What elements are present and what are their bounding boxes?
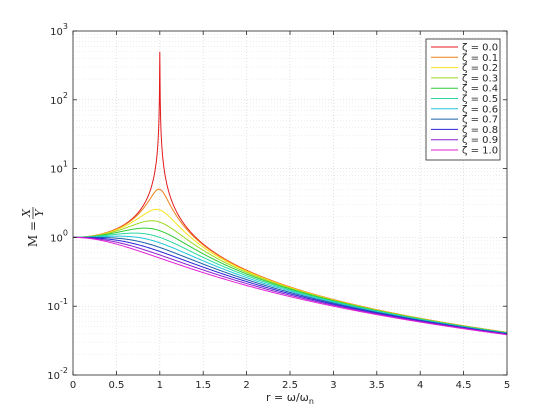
- x-tick-label: 1: [157, 380, 163, 391]
- x-axis-ticks: 0 0.5 1 1.5 2 2.5 3 3.5 4 4.5 5: [70, 31, 510, 391]
- legend-label: ζ = 0.7: [462, 115, 498, 126]
- x-tick-label: 1.5: [195, 380, 211, 391]
- y-tick-label: 100: [50, 228, 68, 244]
- series-lines: [73, 51, 508, 336]
- series-line: [73, 236, 508, 335]
- y-tick-label: 103: [50, 22, 68, 38]
- x-tick-label: 0.5: [108, 380, 124, 391]
- series-line: [73, 236, 508, 335]
- legend-label: ζ = 0.6: [462, 104, 498, 115]
- y-tick-label: 10-1: [47, 297, 68, 313]
- x-tick-label: 4.5: [456, 380, 472, 391]
- x-tick-label: 2: [243, 380, 249, 391]
- legend-label: ζ = 0.2: [462, 63, 498, 74]
- legend-label: ζ = 0.9: [462, 135, 498, 146]
- legend-label: ζ = 0.0: [462, 43, 498, 54]
- x-axis-label-sub: n: [309, 397, 314, 406]
- y-tick-label: 10-2: [47, 366, 68, 382]
- legend-label: ζ = 0.8: [462, 125, 498, 136]
- grid: [72, 30, 508, 376]
- x-tick-label: 0: [70, 380, 76, 391]
- legend-label: ζ = 0.1: [462, 53, 498, 64]
- x-axis-label-main: r = ω/ω: [266, 391, 309, 404]
- y-axis-ticks: 10-2 10-1 100 101 102 103: [47, 22, 507, 382]
- x-axis-label: r = ω/ωn: [266, 391, 314, 406]
- series-line: [73, 236, 508, 335]
- x-tick-label: 3: [330, 380, 336, 391]
- y-tick-label: 101: [50, 160, 68, 176]
- x-tick-label: 3.5: [369, 380, 385, 391]
- x-tick-label: 2.5: [282, 380, 298, 391]
- legend-label: ζ = 0.4: [462, 84, 498, 95]
- y-tick-label: 102: [50, 91, 68, 107]
- y-axis-label-denominator: Y: [33, 208, 46, 217]
- legend-label: ζ = 0.5: [462, 94, 498, 105]
- y-axis-label: M = X Y: [20, 207, 46, 247]
- x-tick-label: 5: [504, 380, 510, 391]
- legend: ζ = 0.0ζ = 0.1ζ = 0.2ζ = 0.3ζ = 0.4ζ = 0…: [425, 38, 501, 161]
- y-axis-label-lhs: M =: [26, 221, 40, 247]
- series-line: [73, 236, 508, 336]
- x-tick-label: 4: [417, 380, 423, 391]
- y-axis-label-numerator: X: [20, 208, 33, 218]
- legend-label: ζ = 0.3: [462, 73, 498, 84]
- legend-label: ζ = 1.0: [462, 146, 498, 157]
